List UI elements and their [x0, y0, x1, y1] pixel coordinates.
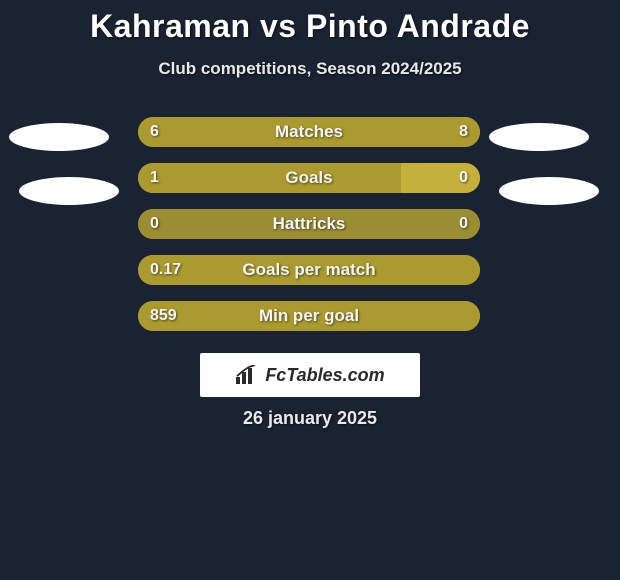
- bar-right: [401, 163, 480, 193]
- bar-left: [138, 255, 480, 285]
- left-dot: [19, 177, 119, 205]
- date-label: 26 january 2025: [0, 408, 620, 429]
- bar-track: Goals10: [138, 163, 480, 193]
- left-dot: [9, 123, 109, 151]
- bar-left: [138, 163, 401, 193]
- bar-left: [138, 209, 480, 239]
- stat-row: Hattricks00: [0, 209, 620, 239]
- site-logo: FcTables.com: [200, 353, 420, 397]
- right-dot: [499, 177, 599, 205]
- logo-text: FcTables.com: [265, 365, 384, 386]
- bar-track: Matches68: [138, 117, 480, 147]
- bar-right: [275, 117, 480, 147]
- bar-track: Min per goal859: [138, 301, 480, 331]
- bar-left: [138, 301, 480, 331]
- stat-row: Goals per match0.17: [0, 255, 620, 285]
- stat-row: Min per goal859: [0, 301, 620, 331]
- bar-track: Hattricks00: [138, 209, 480, 239]
- page-title: Kahraman vs Pinto Andrade: [0, 0, 620, 45]
- bar-track: Goals per match0.17: [138, 255, 480, 285]
- bars-icon: [235, 365, 259, 385]
- bar-left: [138, 117, 275, 147]
- page-subtitle: Club competitions, Season 2024/2025: [0, 59, 620, 79]
- right-dot: [489, 123, 589, 151]
